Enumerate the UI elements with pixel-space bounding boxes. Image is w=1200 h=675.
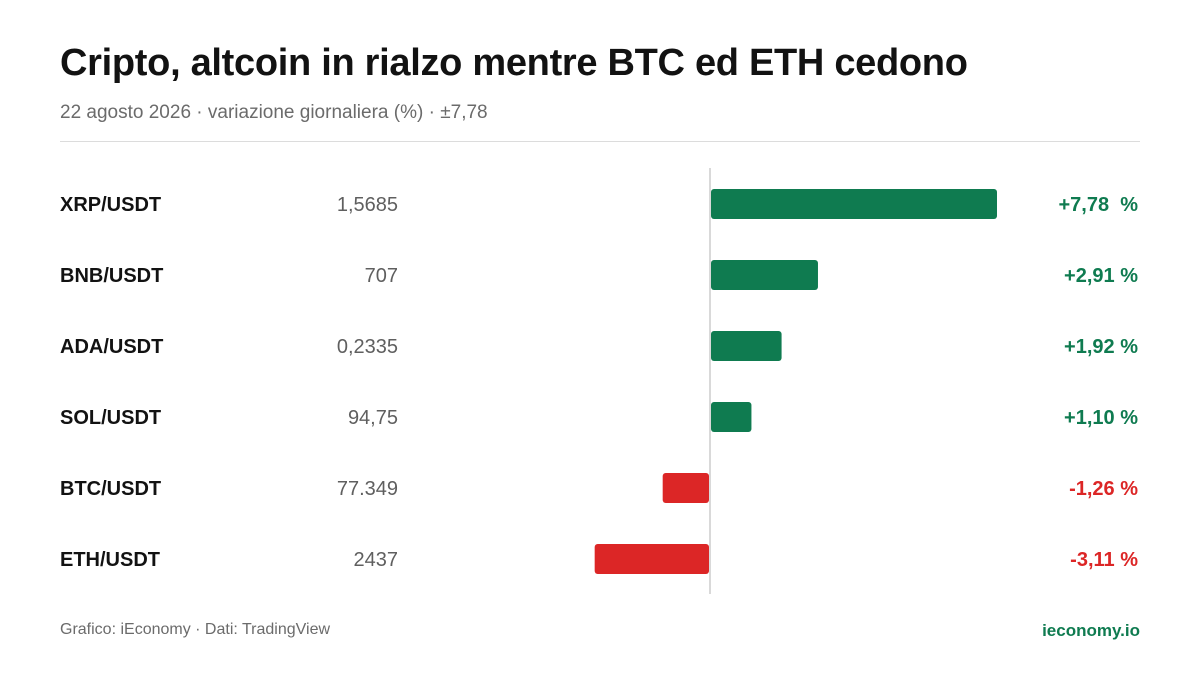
price-label: 77.349: [337, 478, 398, 500]
chart-title: Cripto, altcoin in rialzo mentre BTC ed …: [60, 42, 968, 84]
category-label: BTC/USDT: [60, 478, 161, 500]
category-label: BNB/USDT: [60, 265, 163, 287]
value-label: +2,91 %: [1064, 265, 1138, 287]
category-label: ETH/USDT: [60, 549, 160, 571]
category-label: ADA/USDT: [60, 336, 163, 358]
header-divider: [60, 141, 1140, 142]
bar: [711, 260, 818, 290]
category-label: SOL/USDT: [60, 407, 161, 429]
value-label: -1,26 %: [1069, 478, 1138, 500]
price-label: 0,2335: [337, 336, 398, 358]
category-label: XRP/USDT: [60, 194, 161, 216]
bar: [662, 473, 709, 503]
price-label: 94,75: [348, 407, 398, 429]
value-label: +1,10 %: [1064, 407, 1138, 429]
value-label: +1,92 %: [1064, 336, 1138, 358]
value-label: +7,78 %: [1058, 194, 1138, 216]
bar: [594, 544, 709, 574]
price-label: 2437: [354, 549, 399, 571]
brand-link[interactable]: ieconomy.io: [1042, 621, 1140, 640]
price-label: 1,5685: [337, 194, 398, 216]
bar: [711, 331, 782, 361]
price-label: 707: [365, 265, 398, 287]
chart-subtitle: 22 agosto 2026 · variazione giornaliera …: [60, 102, 488, 123]
bar: [711, 189, 997, 219]
source-credit: Grafico: iEconomy · Dati: TradingView: [60, 621, 331, 638]
value-label: -3,11 %: [1070, 549, 1138, 571]
bar: [711, 402, 752, 432]
